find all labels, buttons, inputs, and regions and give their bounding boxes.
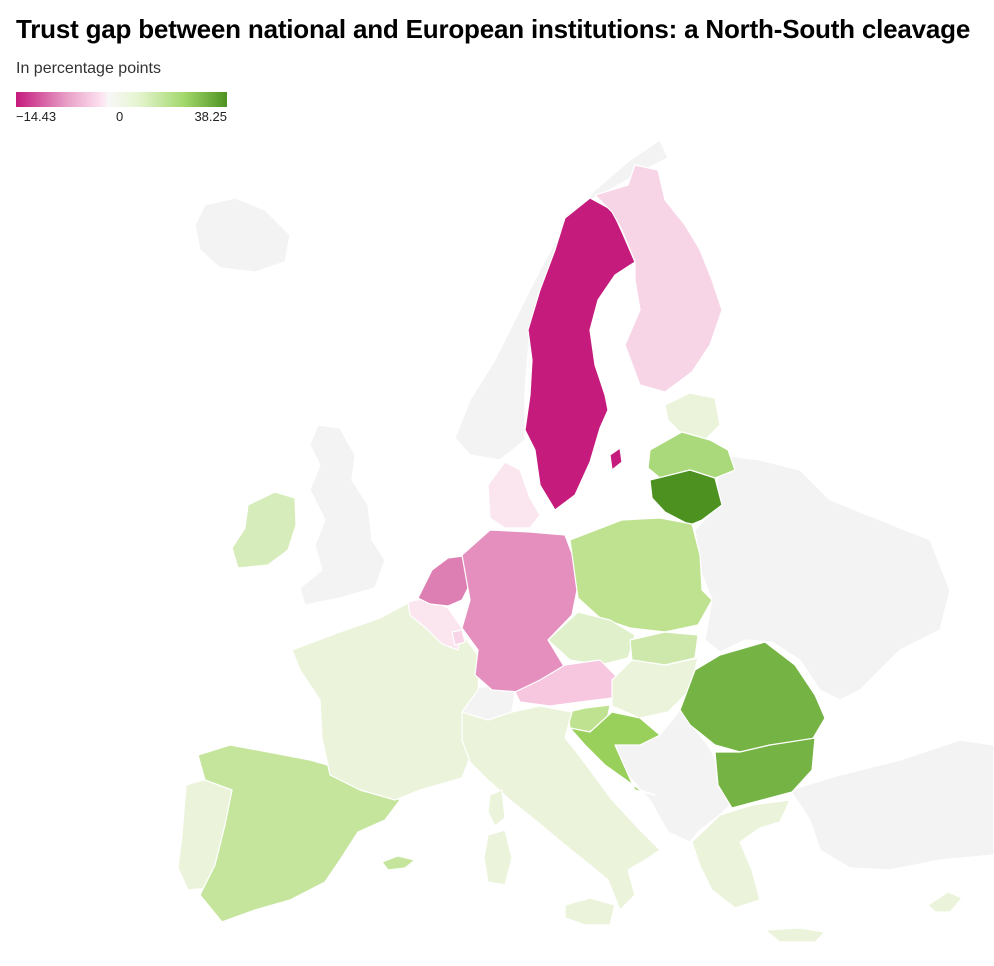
country-ireland	[231, 491, 297, 569]
country-corsica	[487, 789, 506, 827]
region-norway	[454, 139, 669, 461]
chart-subtitle: In percentage points	[16, 60, 161, 77]
country-finland	[594, 164, 723, 393]
country-sicily	[564, 897, 616, 926]
legend-zero-label: 0	[116, 109, 124, 124]
country-estonia	[664, 392, 721, 441]
country-spain	[197, 744, 401, 923]
country-luxembourg	[451, 629, 466, 646]
country-latvia	[647, 431, 736, 479]
chart-title: Trust gap between national and European …	[16, 14, 971, 44]
country-sardinia	[483, 829, 513, 886]
country-greece	[691, 799, 791, 909]
legend-ticks: −14.43 0 38.25	[16, 109, 227, 125]
country-denmark	[487, 461, 541, 529]
country-bulgaria	[714, 737, 816, 809]
country-romania	[679, 641, 826, 753]
country-lithuania	[649, 469, 723, 526]
country-crete	[764, 927, 826, 943]
region-great-britain	[299, 424, 386, 606]
country-gotland	[609, 447, 623, 471]
country-cyprus	[927, 891, 963, 913]
country-balearic-islands	[381, 855, 416, 871]
region-turkey	[789, 739, 994, 871]
legend-gradient-bar	[16, 92, 227, 107]
legend-min-label: −14.43	[16, 109, 57, 124]
region-iceland	[194, 197, 291, 273]
region-balkans	[607, 709, 736, 843]
country-sweden	[524, 197, 636, 511]
color-legend: −14.43 0 38.25	[16, 92, 227, 125]
region-belarus-ukraine-russia	[694, 454, 951, 701]
country-croatia	[569, 711, 661, 796]
country-italy	[461, 705, 661, 911]
legend-max-label: 38.25	[194, 109, 227, 124]
